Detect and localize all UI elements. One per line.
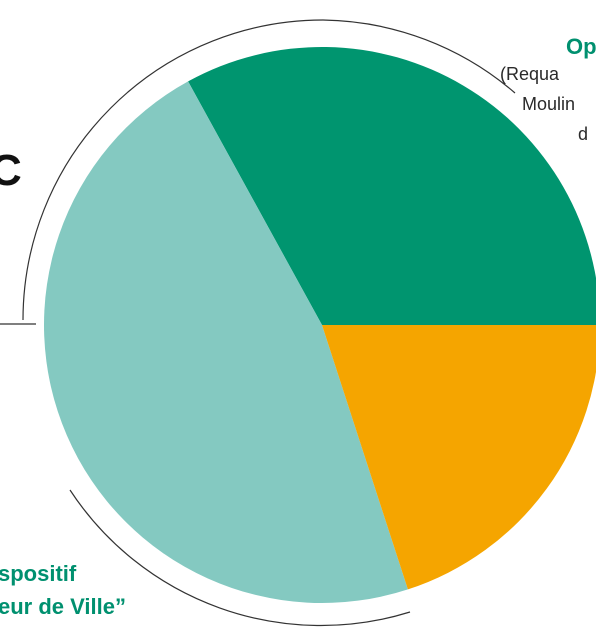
outer-arc-guide-top-right: [322, 19, 516, 94]
outer-arc-guide-bottom: [69, 489, 411, 627]
pie-slices: [43, 47, 596, 604]
partial-heading-glyph: C: [0, 146, 22, 195]
label-op-title: Op: [566, 34, 596, 59]
outer-arc-guide: [22, 19, 324, 321]
label-op-line-3: d: [578, 124, 589, 144]
pie-slice-3: [322, 325, 596, 590]
label-op-line-1: (Requa: [500, 64, 560, 84]
label-dispositif-line-1: spositif: [0, 561, 77, 586]
label-op-line-2: Moulin: [522, 94, 576, 114]
pie-slice-2: [43, 81, 408, 604]
pie-slice-1: [188, 47, 596, 325]
label-dispositif-line-2: eur de Ville”: [0, 594, 126, 619]
